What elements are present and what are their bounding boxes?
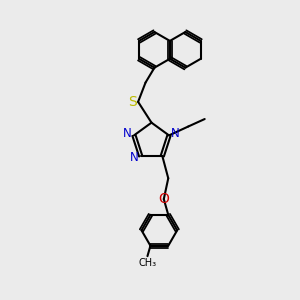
Text: N: N — [123, 128, 132, 140]
Text: S: S — [128, 95, 137, 109]
Text: N: N — [130, 151, 139, 164]
Text: N: N — [171, 128, 180, 140]
Text: O: O — [158, 192, 169, 206]
Text: CH₃: CH₃ — [138, 258, 157, 268]
